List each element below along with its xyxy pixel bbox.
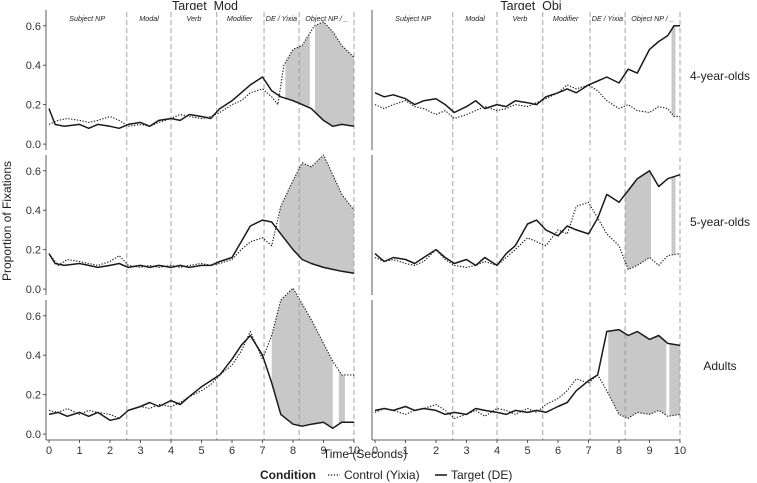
segment-label: Object NP / _ xyxy=(305,14,347,23)
panel-target-obj-5-year-olds xyxy=(371,155,681,295)
x-tick-label: 7 xyxy=(259,445,265,457)
x-tick-label: 0 xyxy=(372,445,378,457)
x-tick-label: 8 xyxy=(616,445,622,457)
segment-label: Modifier xyxy=(553,14,579,23)
y-tick-label: 0.2 xyxy=(26,245,41,257)
panel-target-mod-4-year-olds: Subject NP Modal Verb Modifier DE / Yixia Obj… xyxy=(26,10,355,151)
y-tick-label: 0.2 xyxy=(26,100,41,112)
legend-title: Condition xyxy=(260,468,316,482)
x-tick-label: 1 xyxy=(402,445,408,457)
panel-target-obj-adults: 0 1 2 3 4 5 6 7 8 9 10 xyxy=(371,300,686,457)
y-tick-label: 0.4 xyxy=(26,60,41,72)
significance-shading xyxy=(625,171,651,270)
legend-label-target: Target (DE) xyxy=(451,468,512,482)
x-tick-label: 10 xyxy=(348,445,360,457)
segment-label: DE / Yixia xyxy=(266,14,297,23)
y-tick-label: 0.0 xyxy=(26,139,41,151)
segment-label: Modal xyxy=(465,14,485,23)
x-tick-label: 10 xyxy=(674,445,686,457)
significance-shading xyxy=(608,329,667,418)
series-line-target-de xyxy=(48,76,355,130)
series-line-control-yixia xyxy=(374,374,681,419)
x-tick-label: 4 xyxy=(168,445,174,457)
x-tick-label: 1 xyxy=(76,445,82,457)
panel-target-obj-4-year-olds: Subject NP Modal Verb Modifier DE / Yixia Obj… xyxy=(371,10,681,150)
panel-background xyxy=(372,10,680,150)
legend-label-control: Control (Yixia) xyxy=(344,468,420,482)
x-tick-label: 5 xyxy=(524,445,530,457)
segment-label: Subject NP xyxy=(69,14,105,23)
series-line-target-de xyxy=(48,219,355,275)
series-line-target-de xyxy=(374,328,681,416)
significance-shading xyxy=(285,33,310,108)
x-tick-label: 5 xyxy=(198,445,204,457)
panels-group: Subject NP Modal Verb Modifier DE / Yixia Obj… xyxy=(26,10,686,457)
significance-shading xyxy=(671,176,676,255)
row-label-5-year-olds: 5-year-olds xyxy=(690,215,750,229)
y-tick-label: 0.2 xyxy=(26,390,41,402)
segment-label: Verb xyxy=(186,14,201,23)
legend: Condition Control (Yixia) Target (DE) xyxy=(260,468,512,482)
column-title-target-obj: Target_Obj xyxy=(500,0,561,13)
x-tick-label: 4 xyxy=(494,445,500,457)
x-tick-label: 3 xyxy=(137,445,143,457)
x-tick-label: 7 xyxy=(585,445,591,457)
series-line-control-yixia xyxy=(374,201,681,270)
y-tick-label: 0.6 xyxy=(26,21,41,33)
segment-label: Object NP / _ xyxy=(631,14,673,23)
segment-label: Verb xyxy=(512,14,527,23)
segment-label: Modal xyxy=(139,14,159,23)
segment-label: Modifier xyxy=(227,14,253,23)
y-tick-label: 0.0 xyxy=(26,429,41,441)
series-line-target-de xyxy=(48,334,354,429)
significance-shading xyxy=(669,343,680,417)
series-line-target-de xyxy=(374,170,681,267)
y-tick-label: 0.4 xyxy=(26,350,41,362)
panel-target-mod-5-year-olds: 0.0 0.2 0.4 0.6 xyxy=(26,154,355,296)
series-line-control-yixia xyxy=(374,84,680,120)
series-line-control-yixia xyxy=(48,154,355,268)
x-tick-label: 2 xyxy=(433,445,439,457)
x-tick-label: 3 xyxy=(463,445,469,457)
x-tick-label: 0 xyxy=(46,445,52,457)
x-tick-label: 8 xyxy=(290,445,296,457)
y-tick-label: 0.0 xyxy=(26,284,41,296)
y-tick-label: 0.6 xyxy=(26,311,41,323)
x-axis-label: Time (Seconds) xyxy=(323,447,407,461)
significance-shading xyxy=(271,288,333,429)
y-tick-label: 0.4 xyxy=(26,205,41,217)
significance-shading xyxy=(338,370,345,425)
row-label-4-year-olds: 4-year-olds xyxy=(690,69,750,83)
x-tick-label: 9 xyxy=(320,445,326,457)
x-tick-label: 6 xyxy=(555,445,561,457)
segment-label: DE / Yixia xyxy=(592,14,623,23)
segment-label: Subject NP xyxy=(395,14,431,23)
series-line-target-de xyxy=(374,25,680,114)
significance-shading xyxy=(671,25,676,117)
x-tick-label: 2 xyxy=(107,445,113,457)
y-tick-label: 0.6 xyxy=(26,166,41,178)
y-axis-label: Proportion of Fixations xyxy=(0,161,14,281)
row-label-adults: Adults xyxy=(703,359,736,373)
significance-shading xyxy=(279,156,354,274)
column-title-target-mod: Target_Mod xyxy=(172,0,238,13)
x-tick-label: 6 xyxy=(229,445,235,457)
panel-target-mod-adults: 0.0 0.2 0.4 0.6 0 1 2 3 4 5 6 7 8 9 10 xyxy=(26,287,360,457)
x-tick-label: 9 xyxy=(646,445,652,457)
